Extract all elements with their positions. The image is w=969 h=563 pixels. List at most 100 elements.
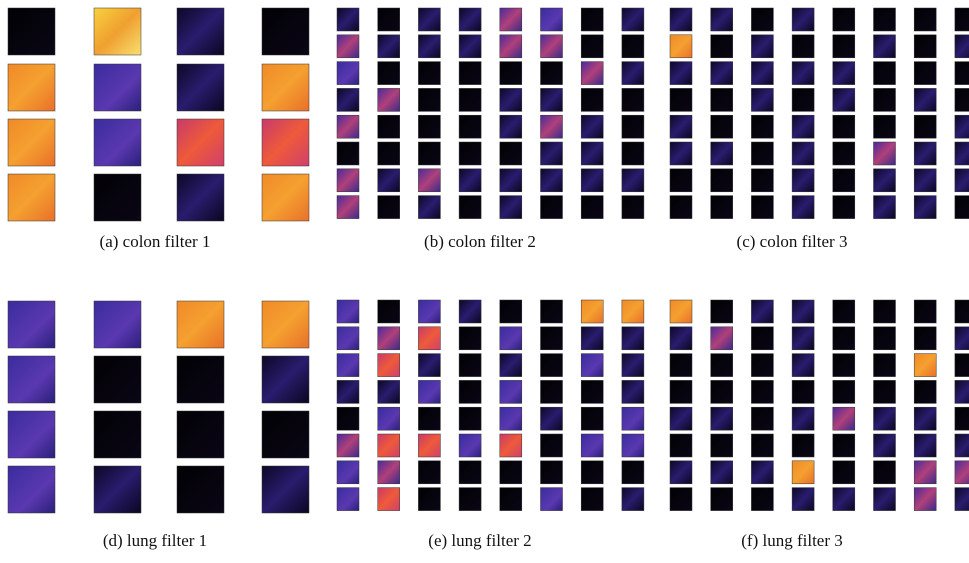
feature-map-tile (622, 434, 644, 457)
feature-map-tile (874, 62, 896, 85)
feature-map-tile (581, 142, 603, 165)
feature-map-tile (581, 434, 603, 457)
feature-map-tile (792, 88, 814, 111)
feature-map-tile (751, 434, 773, 457)
feature-map-tile (711, 461, 733, 484)
feature-map-tile (581, 407, 603, 430)
feature-map-tile (459, 461, 481, 484)
feature-map-tile (500, 434, 522, 457)
feature-map-tile (581, 380, 603, 403)
feature-map-tile (8, 356, 55, 403)
feature-map-tile (711, 434, 733, 457)
feature-map-tile (711, 8, 733, 31)
feature-map-tile (541, 62, 563, 85)
feature-map-tile (792, 407, 814, 430)
feature-map-tile (751, 300, 773, 323)
feature-map-tile (8, 466, 55, 513)
feature-map-tile (459, 169, 481, 192)
feature-map-tile (670, 169, 692, 192)
feature-map-tile (955, 88, 969, 111)
feature-map-tile (581, 300, 603, 323)
feature-map-tile (177, 64, 224, 111)
feature-map-tile (500, 35, 522, 58)
feature-map-tile (914, 62, 936, 85)
feature-map-tile (792, 461, 814, 484)
feature-map-tile (581, 461, 603, 484)
feature-map-tile (670, 461, 692, 484)
feature-map-tile (459, 115, 481, 138)
feature-map-tile (418, 380, 440, 403)
caption: (b) colon filter 2 (424, 232, 536, 251)
feature-map-tile (378, 8, 400, 31)
feature-map-tile (94, 8, 141, 55)
feature-map-tile (711, 88, 733, 111)
feature-map-tile (833, 62, 855, 85)
feature-map-tile (459, 88, 481, 111)
feature-map-tile (177, 174, 224, 221)
feature-map-tile (378, 461, 400, 484)
feature-map-tile (670, 434, 692, 457)
feature-map-tile (711, 300, 733, 323)
feature-map-tile (541, 300, 563, 323)
feature-map-tile (262, 411, 309, 458)
feature-map-tile (711, 354, 733, 377)
feature-map-tile (94, 301, 141, 348)
feature-map-tile (459, 300, 481, 323)
feature-map-tile (94, 119, 141, 166)
feature-map-tile (874, 407, 896, 430)
feature-map-tile (500, 142, 522, 165)
feature-map-tile (914, 488, 936, 511)
feature-map-tile (262, 356, 309, 403)
feature-map-tile (955, 35, 969, 58)
feature-map-tile (670, 327, 692, 350)
feature-map-tile (792, 327, 814, 350)
feature-map-tile (874, 354, 896, 377)
feature-map-tile (874, 196, 896, 219)
feature-map-tile (914, 196, 936, 219)
feature-map-tile (622, 35, 644, 58)
feature-map-tile (581, 62, 603, 85)
feature-map-tile (711, 169, 733, 192)
feature-map-tile (670, 488, 692, 511)
feature-map-tile (581, 327, 603, 350)
feature-map-tile (711, 407, 733, 430)
feature-map-tile (622, 354, 644, 377)
feature-map-tile (378, 434, 400, 457)
feature-map-tile (914, 35, 936, 58)
feature-map-tile (581, 88, 603, 111)
feature-map-tile (874, 8, 896, 31)
feature-map-tile (955, 461, 969, 484)
feature-map-tile (833, 115, 855, 138)
feature-map-tile (262, 301, 309, 348)
feature-map-tile (792, 196, 814, 219)
feature-map-tile (751, 169, 773, 192)
feature-map-tile (833, 88, 855, 111)
feature-map-tile (874, 88, 896, 111)
feature-map-tile (418, 35, 440, 58)
feature-map-tile (833, 461, 855, 484)
feature-map-tile (459, 35, 481, 58)
feature-map-tile (500, 461, 522, 484)
caption: (c) colon filter 3 (737, 232, 848, 251)
feature-map-tile (177, 301, 224, 348)
feature-map-tile (418, 169, 440, 192)
feature-map-tile (622, 380, 644, 403)
feature-map-tile (792, 35, 814, 58)
feature-map-tile (955, 142, 969, 165)
feature-map-tile (751, 354, 773, 377)
feature-map-tile (262, 174, 309, 221)
feature-map-tile (670, 196, 692, 219)
feature-map-tile (711, 380, 733, 403)
feature-map-tile (914, 327, 936, 350)
feature-map-tile (833, 380, 855, 403)
feature-map-tile (177, 411, 224, 458)
feature-map-tile (622, 142, 644, 165)
feature-map-tile (378, 380, 400, 403)
feature-map-tile (94, 356, 141, 403)
feature-map-tile (500, 88, 522, 111)
feature-map-tile (418, 196, 440, 219)
feature-map-tile (833, 196, 855, 219)
feature-map-tile (914, 434, 936, 457)
feature-map-tile (751, 142, 773, 165)
feature-map-tile (751, 88, 773, 111)
